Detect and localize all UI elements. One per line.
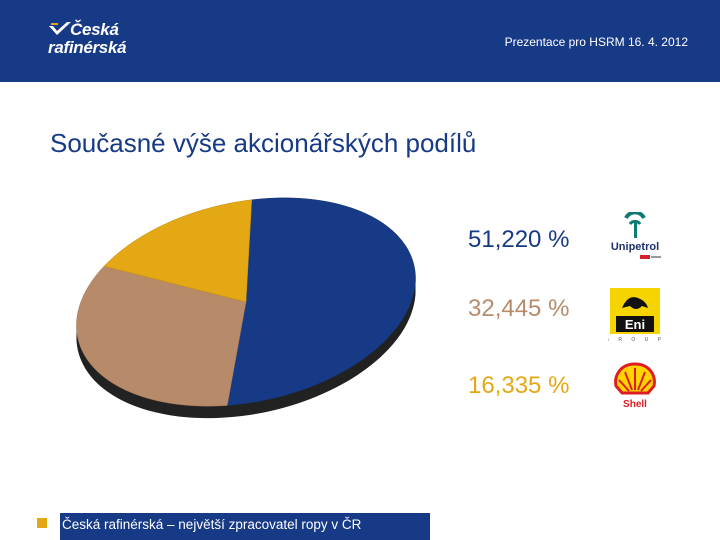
unipetrol-logo-icon: Unipetrol <box>611 212 661 259</box>
unipetrol-wordmark: Unipetrol <box>611 241 659 253</box>
pie-slice-unipetrol <box>226 197 416 406</box>
logo-swoosh-icon <box>49 22 71 35</box>
presentation-subtitle: Prezentace pro HSRM 16. 4. 2012 <box>504 35 688 49</box>
eni-wordmark: Eni <box>625 317 645 332</box>
footer-bullet <box>37 518 47 528</box>
pie-label-eni: 32,445 % <box>468 295 570 322</box>
svg-text:G R O U P: G R O U P <box>608 337 662 342</box>
logo-text-line1: Česká <box>70 20 119 39</box>
footer-bar: Česká rafinérská – největší zpracovatel … <box>60 513 430 540</box>
logo-text-line2: rafinérská <box>48 38 127 57</box>
shell-logo-icon: Shell <box>614 362 656 410</box>
pie-slice-eni <box>76 265 247 407</box>
shell-wordmark: Shell <box>623 399 647 410</box>
footer-tagline: Česká rafinérská – největší zpracovatel … <box>62 517 362 532</box>
pie-slice-shell <box>103 199 253 303</box>
pie-label-shell: 16,335 % <box>468 372 570 399</box>
page-title: Současné výše akcionářských podílů <box>50 128 477 158</box>
header-bar: Česká rafinérská Prezentace pro HSRM 16.… <box>0 0 720 82</box>
eni-logo-icon: Eni G R O U P <box>608 288 662 342</box>
pie-label-unipetrol: 51,220 % <box>468 226 570 253</box>
ceska-rafinerska-logo: Česká rafinérská <box>48 18 138 62</box>
